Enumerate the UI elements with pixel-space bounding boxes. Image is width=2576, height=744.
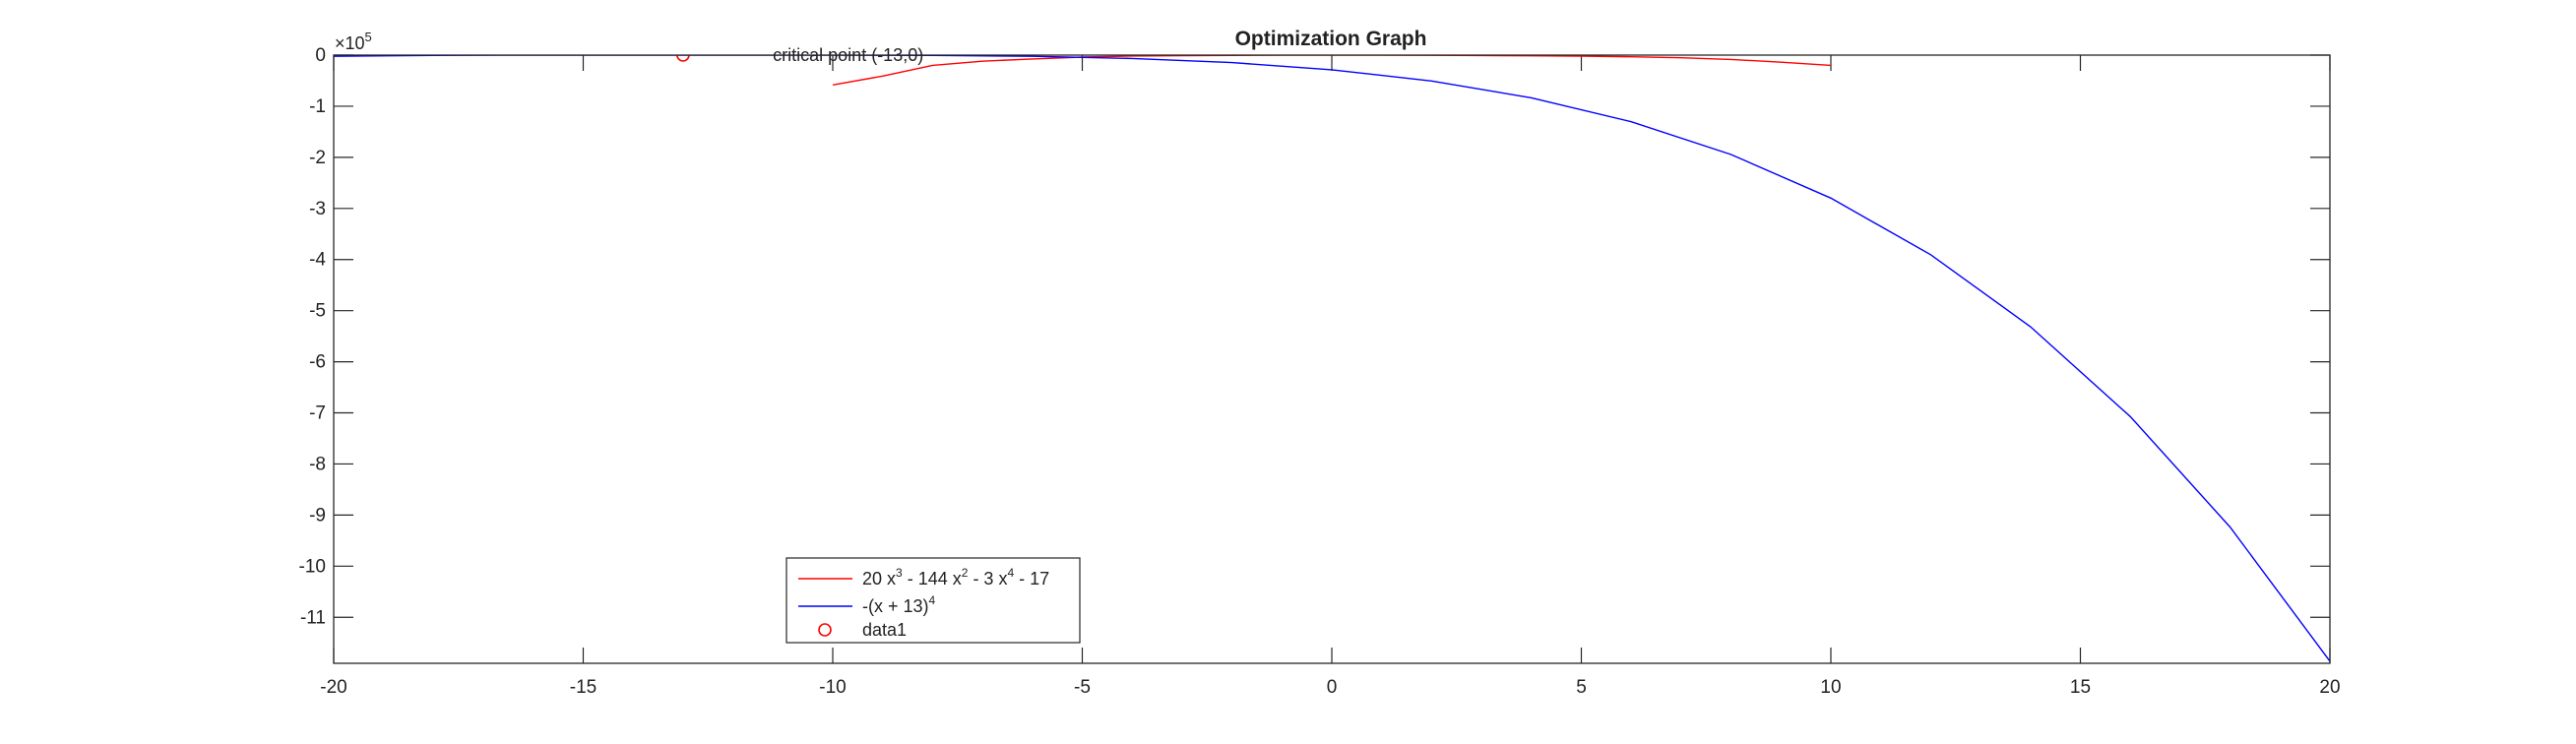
x-tick-label: 5 [1576,677,1587,698]
series-line-2 [334,55,2330,662]
series-point-data1 [676,55,690,62]
y-tick-label: -4 [309,250,326,271]
plot-area: -20 -15 -10 -5 0 5 10 15 20 0-1-2-3-4-5-6-7-8-9-… [299,45,2341,698]
y-tick-label: -10 [299,556,326,577]
y-tick-label: 0 [315,45,326,66]
x-tick-label: -10 [819,677,846,698]
legend-label-series-1: 20 x3 - 144 x2 - 3 x4 - 17 [862,566,1049,589]
y-tick-label: -2 [309,148,326,168]
y-tick-label: -5 [309,301,326,322]
y-tick-label: -1 [309,96,326,117]
legend: 20 x3 - 144 x2 - 3 x4 - 17 -(x + 13)4 da… [785,557,1081,644]
legend-label-series-2: -(x + 13)4 [862,593,936,616]
y-axis-ticks: 0 -1 -2 -3 -4 -5 -6 -7 -8 -9 -10 -11 [299,45,2330,628]
y-tick-label: -8 [309,454,326,474]
x-tick-label: 15 [2070,677,2091,698]
x-tick-label: 20 [2319,677,2340,698]
x-axis-ticks: -20 -15 -10 -5 0 5 10 15 20 [320,55,2341,698]
y-exponent-label: ×105 [335,30,372,53]
y-tick-label: -9 [309,505,326,526]
x-tick-label: 0 [1327,677,1338,698]
legend-label-data1: data1 [862,620,907,640]
x-tick-label: 10 [1820,677,1841,698]
y-exponent-base: ×10 [335,33,365,53]
y-exponent-power: 5 [365,30,372,44]
y-tick-label: -7 [309,403,326,424]
y-tick-label: -11 [300,607,326,628]
chart-title: Optimization Graph [1235,28,1427,50]
axes-box [333,54,2331,664]
legend-marker-data1 [818,623,832,637]
x-tick-label: -5 [1074,677,1091,698]
y-tick-label: -6 [309,352,326,373]
x-tick-label: -20 [320,677,346,698]
y-tick-label: -3 [309,199,326,219]
x-tick-label: -15 [570,677,597,698]
series-line-1 [832,55,1832,86]
legend-box [785,557,1081,644]
series-layer [334,55,2330,662]
critical-point-annotation: critical point (-13,0) [773,45,923,65]
